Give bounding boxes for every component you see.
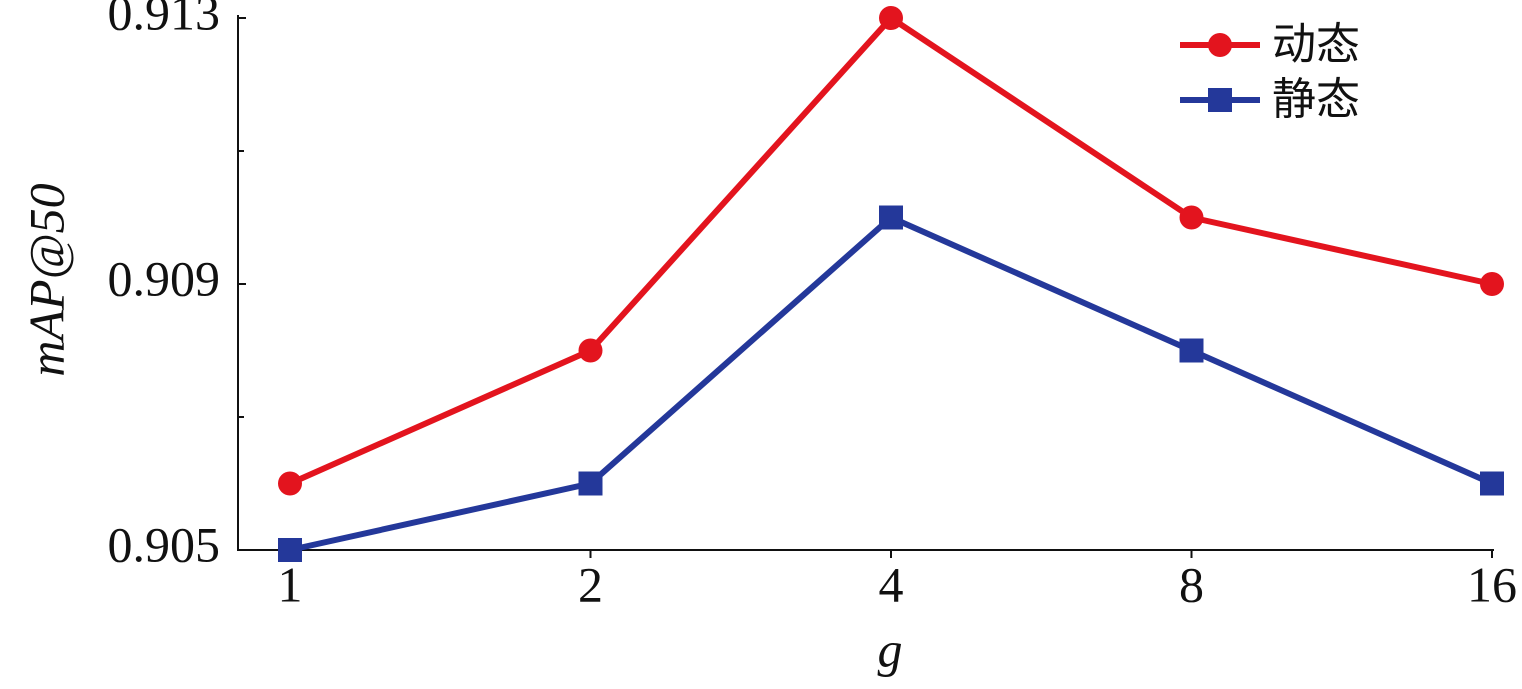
legend-marker bbox=[1208, 33, 1232, 57]
x-tick-label: 2 bbox=[578, 556, 603, 612]
point bbox=[1179, 205, 1204, 230]
point bbox=[578, 471, 603, 496]
legend-text: 动态 bbox=[1272, 19, 1360, 70]
y-tick-label: 0.909 bbox=[108, 250, 221, 306]
point bbox=[879, 205, 903, 230]
x-axis-label: g bbox=[878, 621, 903, 677]
x-tick-label: 8 bbox=[1179, 556, 1204, 612]
series-line bbox=[289, 214, 1494, 553]
point bbox=[278, 471, 302, 496]
x-tick-label: 4 bbox=[879, 556, 904, 612]
y-axis-label: mAP@50 bbox=[18, 183, 74, 376]
x-tick-label: 16 bbox=[1467, 556, 1517, 612]
y-tick-label: 0.905 bbox=[108, 516, 221, 572]
point bbox=[879, 6, 903, 30]
point bbox=[1179, 338, 1204, 363]
point bbox=[1480, 471, 1504, 496]
point bbox=[1480, 272, 1504, 296]
legend-marker bbox=[1208, 88, 1232, 112]
y-tick-label: 0.913 bbox=[108, 0, 221, 40]
legend-text: 静态 bbox=[1272, 74, 1360, 125]
x-tick-label: 1 bbox=[278, 556, 303, 612]
point bbox=[278, 538, 302, 562]
point bbox=[578, 338, 603, 363]
